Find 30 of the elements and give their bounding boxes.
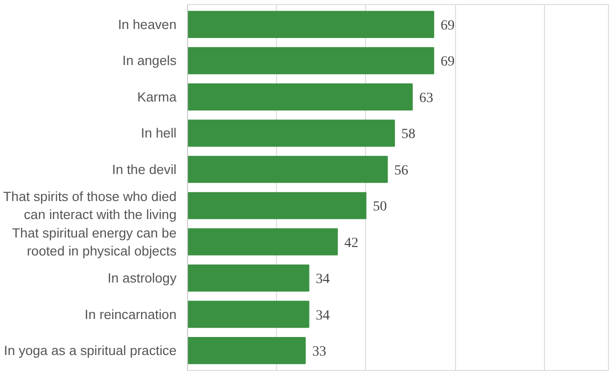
y-tick-label: In yoga as a spiritual practice — [4, 343, 177, 358]
data-label: 63 — [419, 90, 434, 106]
y-tick-label: In reincarnation — [84, 306, 177, 322]
bar — [188, 228, 338, 256]
y-tick-label: In hell — [140, 126, 177, 141]
data-label: 50 — [372, 200, 387, 215]
y-tick-label: In astrology — [108, 270, 177, 286]
bar — [188, 47, 434, 74]
bar — [188, 192, 366, 220]
bar — [188, 10, 434, 38]
y-tick-label: That spiritual energy can be rooted in physical objects — [12, 225, 177, 258]
y-tick-label: Karma — [137, 89, 178, 104]
data-label: 42 — [344, 236, 358, 251]
data-label: 56 — [394, 163, 408, 178]
bar — [188, 156, 388, 183]
y-tick-label: That spirits of those who died can interact with the living — [3, 189, 177, 222]
bar — [188, 120, 395, 147]
bar — [188, 300, 310, 328]
data-label: 33 — [312, 344, 326, 360]
y-tick-label: In heaven — [118, 16, 176, 32]
bar — [188, 337, 306, 364]
data-label: 34 — [316, 272, 330, 288]
data-label: 34 — [316, 308, 330, 324]
y-tick-label: In the devil — [112, 162, 177, 177]
y-tick-label: In angels — [122, 53, 177, 68]
data-label: 58 — [401, 127, 416, 142]
bar — [188, 83, 413, 110]
bar — [188, 264, 310, 292]
data-label: 69 — [440, 54, 455, 70]
data-label: 69 — [440, 18, 455, 34]
